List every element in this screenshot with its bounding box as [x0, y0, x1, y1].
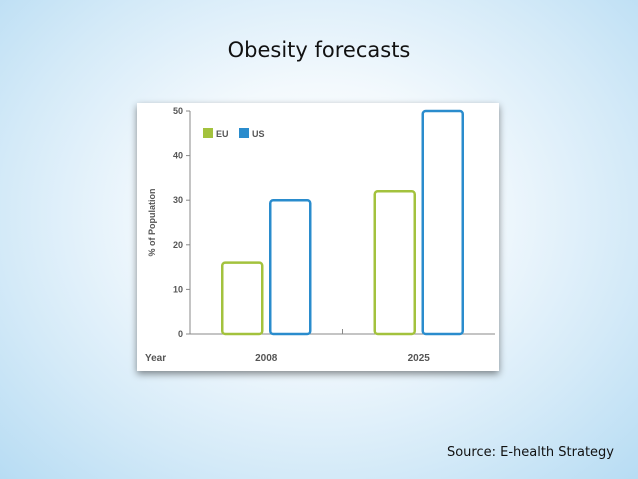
y-tick-label: 50 — [173, 106, 183, 116]
bar-chart: 0 10 20 30 40 50 % of Population Year 2008 2025 EU… — [145, 106, 495, 364]
x-tick-label: 2008 — [255, 353, 278, 364]
y-tick-label: 20 — [173, 240, 183, 250]
slide-title: Obesity forecasts — [227, 38, 411, 62]
legend-label-us: US — [252, 129, 265, 139]
legend-swatch-eu — [203, 128, 213, 138]
chart-card: 0 10 20 30 40 50 % of Population Year 2008 2025 EU… — [137, 103, 499, 371]
y-tick-label: 40 — [173, 151, 183, 161]
bar-us-2008 — [269, 198, 312, 336]
bar-us-2025 — [421, 109, 464, 336]
legend-swatch-us — [239, 128, 249, 138]
y-axis-title: % of Population — [147, 189, 157, 257]
bar-eu-2008 — [221, 261, 264, 336]
y-tick-label: 10 — [173, 284, 183, 294]
x-axis-title: Year — [145, 353, 166, 364]
x-tick-label: 2025 — [408, 353, 431, 364]
legend-label-eu: EU — [216, 129, 229, 139]
y-tick-label: 0 — [178, 329, 183, 339]
bar-eu-2025 — [373, 190, 416, 336]
source-note: Source: E-health Strategy — [446, 445, 614, 460]
y-tick-label: 30 — [173, 195, 183, 205]
